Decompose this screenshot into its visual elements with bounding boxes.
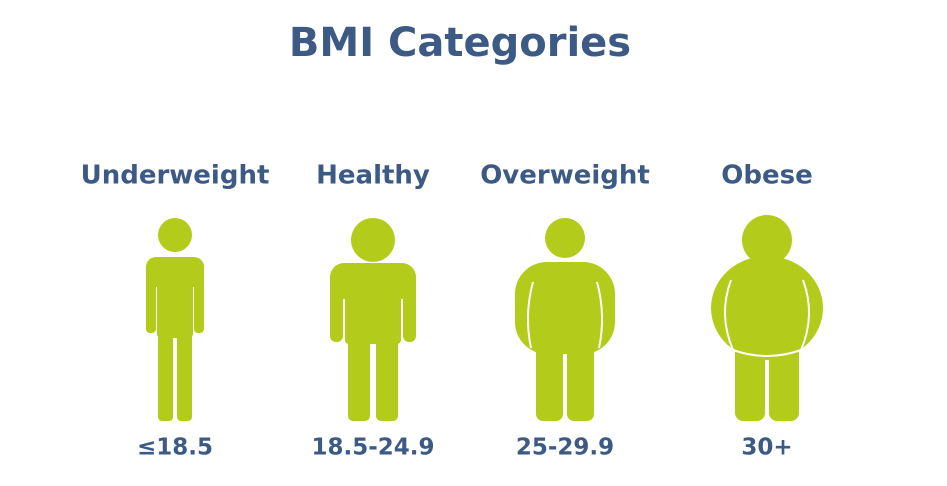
category-label: Healthy	[316, 161, 430, 191]
category-label: Overweight	[480, 161, 650, 191]
bmi-range: 25-29.9	[516, 435, 614, 461]
underweight-figure	[146, 218, 204, 421]
healthy-figure	[330, 218, 416, 421]
category-label: Obese	[721, 161, 812, 191]
bmi-range: ≤18.5	[137, 435, 213, 461]
title: BMI Categories	[289, 20, 631, 66]
bmi-range: 30+	[741, 435, 792, 461]
category-label: Underweight	[81, 161, 270, 191]
overweight-figure	[515, 218, 615, 421]
bmi-range: 18.5-24.9	[311, 435, 434, 461]
obese-figure	[711, 215, 823, 421]
